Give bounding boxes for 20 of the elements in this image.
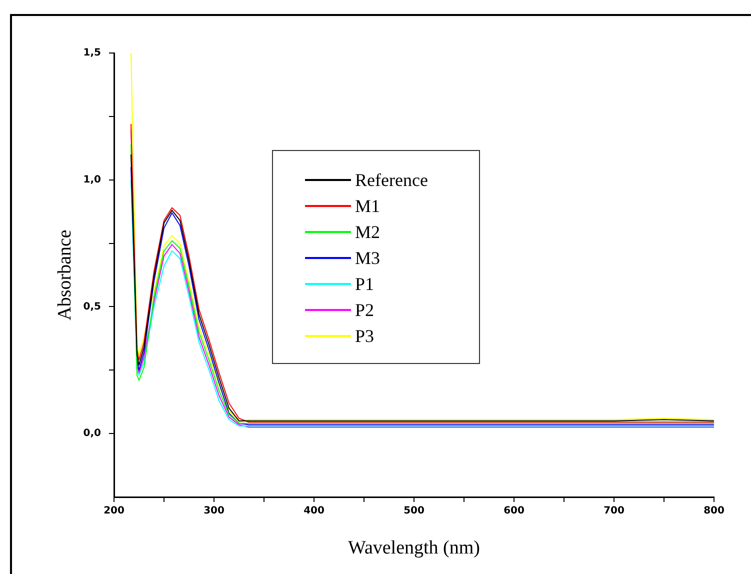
legend-label: P2: [355, 300, 374, 320]
x-axis-title: Wavelength (nm): [348, 538, 480, 559]
legend-label: M2: [355, 222, 380, 242]
legend-label: M1: [355, 196, 380, 216]
x-tick-label: 200: [104, 506, 124, 517]
x-tick-label: 500: [404, 506, 424, 517]
legend-label: Reference: [355, 170, 428, 190]
legend-label: M3: [355, 248, 380, 268]
legend-label: P3: [355, 326, 374, 346]
x-tick-label: 400: [304, 506, 324, 517]
y-axis-title: Absorbance: [54, 230, 76, 320]
y-tick-label: 1,5: [83, 48, 102, 59]
y-tick-label: 0,0: [83, 428, 102, 440]
legend-label: P1: [355, 274, 374, 294]
x-tick-label: 700: [604, 506, 624, 517]
y-tick-label: 1,0: [83, 174, 102, 186]
x-tick-label: 300: [204, 506, 224, 517]
y-tick-label: 0,5: [83, 301, 102, 312]
x-tick-label: 600: [504, 506, 524, 517]
x-tick-label: 800: [704, 506, 724, 517]
